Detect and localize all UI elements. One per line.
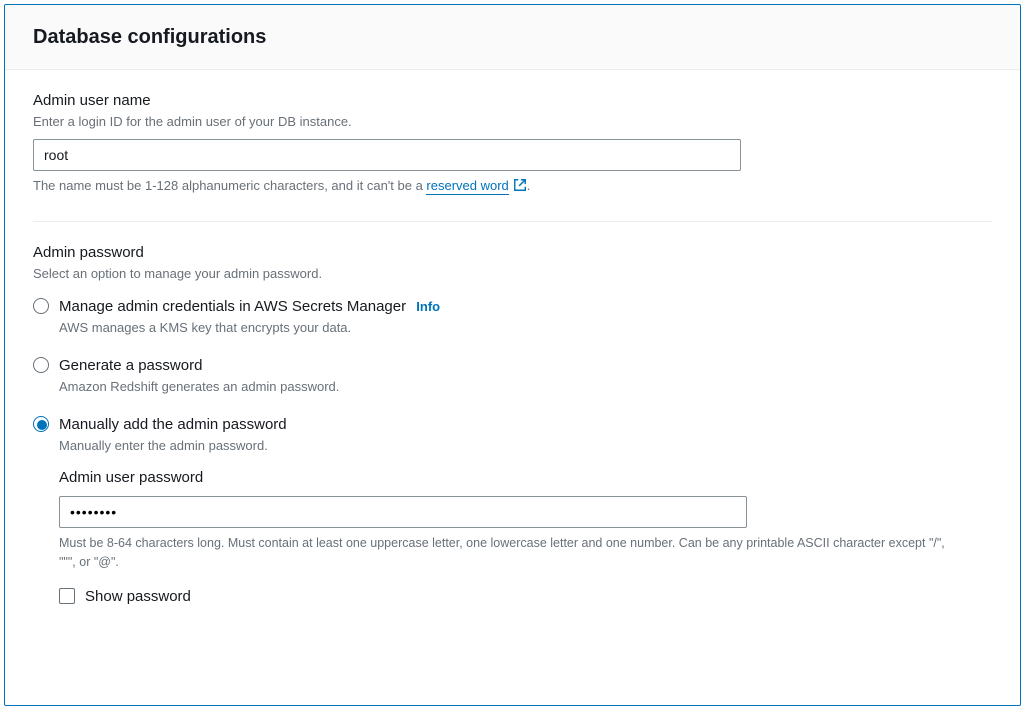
admin-password-label: Admin password (33, 242, 992, 263)
show-password-row[interactable]: Show password (59, 586, 992, 607)
radio-option-secrets-manager[interactable]: Manage admin credentials in AWS Secrets … (33, 296, 992, 337)
admin-username-constraint: The name must be 1-128 alphanumeric char… (33, 177, 992, 197)
admin-username-group: Admin user name Enter a login ID for the… (33, 90, 992, 197)
constraint-prefix: The name must be 1-128 alphanumeric char… (33, 178, 426, 193)
radio-label: Manage admin credentials in AWS Secrets … (59, 296, 992, 317)
reserved-word-link[interactable]: reserved word (426, 178, 508, 195)
radio-control[interactable] (33, 416, 49, 432)
radio-circle-icon (33, 357, 49, 373)
radio-control[interactable] (33, 357, 49, 373)
admin-username-label: Admin user name (33, 90, 992, 111)
radio-label: Manually add the admin password (59, 414, 992, 435)
panel-header: Database configurations (5, 5, 1020, 70)
show-password-checkbox[interactable] (59, 588, 75, 604)
radio-option-manual[interactable]: Manually add the admin password Manually… (33, 414, 992, 455)
radio-content: Manually add the admin password Manually… (59, 414, 992, 455)
radio-circle-icon (33, 298, 49, 314)
radio-desc: Manually enter the admin password. (59, 437, 992, 455)
radio-desc: AWS manages a KMS key that encrypts your… (59, 319, 992, 337)
radio-content: Generate a password Amazon Redshift gene… (59, 355, 992, 396)
section-divider (33, 221, 992, 222)
database-configurations-panel: Database configurations Admin user name … (4, 4, 1021, 706)
panel-title: Database configurations (33, 23, 992, 51)
panel-body: Admin user name Enter a login ID for the… (5, 70, 1020, 627)
radio-option-generate[interactable]: Generate a password Amazon Redshift gene… (33, 355, 992, 396)
constraint-suffix: . (527, 178, 531, 193)
radio-circle-selected-icon (33, 416, 49, 432)
password-constraint-text: Must be 8-64 characters long. Must conta… (59, 534, 959, 572)
radio-control[interactable] (33, 298, 49, 314)
external-link-icon (513, 178, 527, 197)
admin-username-input[interactable] (33, 139, 741, 171)
show-password-label[interactable]: Show password (85, 586, 191, 607)
radio-label-text: Manage admin credentials in AWS Secrets … (59, 298, 406, 315)
admin-password-section: Admin password Select an option to manag… (33, 242, 992, 606)
info-link[interactable]: Info (416, 299, 440, 314)
admin-password-helper: Select an option to manage your admin pa… (33, 265, 992, 283)
radio-desc: Amazon Redshift generates an admin passw… (59, 378, 992, 396)
manual-password-subsection: Admin user password Must be 8-64 charact… (59, 467, 992, 607)
admin-user-password-input[interactable] (59, 496, 747, 528)
radio-label: Generate a password (59, 355, 992, 376)
admin-user-password-label: Admin user password (59, 467, 992, 488)
admin-username-helper: Enter a login ID for the admin user of y… (33, 113, 992, 131)
radio-content: Manage admin credentials in AWS Secrets … (59, 296, 992, 337)
